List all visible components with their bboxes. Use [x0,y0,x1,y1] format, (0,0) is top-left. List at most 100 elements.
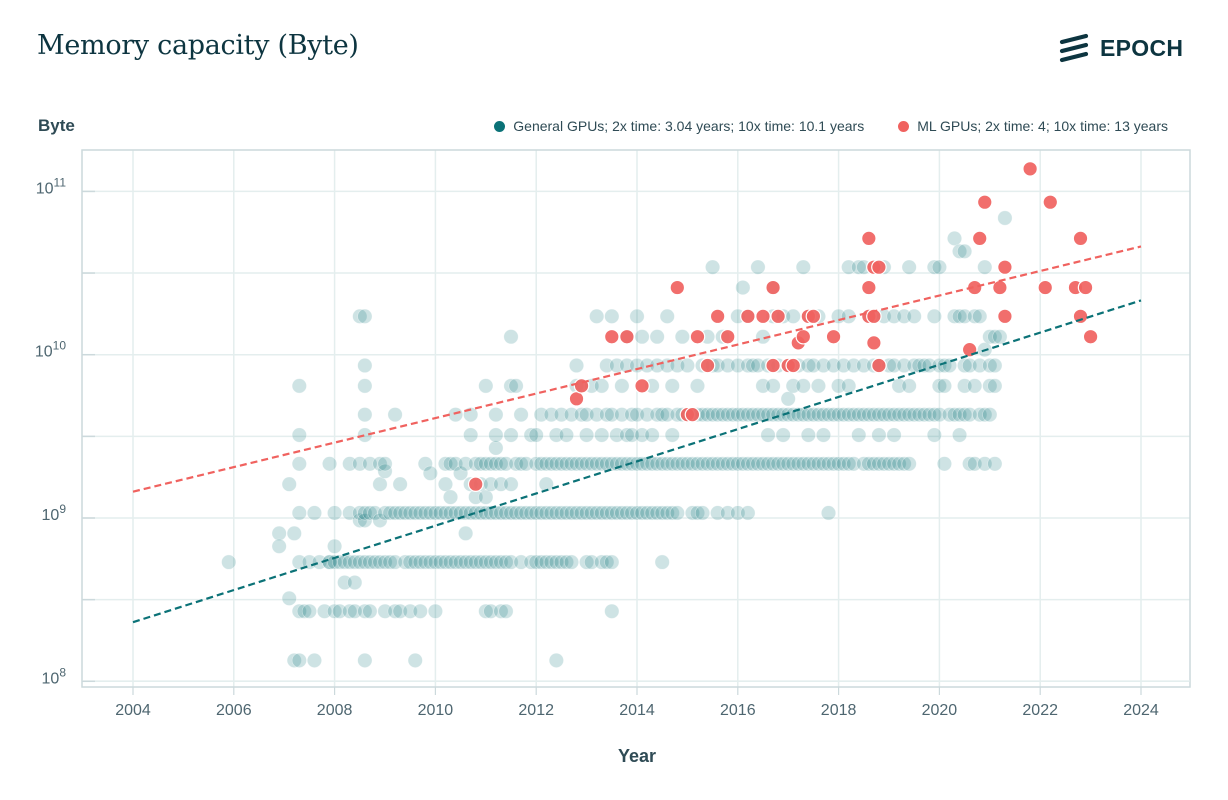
data-point-ml-gpu [1042,194,1059,210]
data-point-general-gpu [795,378,811,394]
data-point-general-gpu [936,357,952,373]
data-point-general-gpu [427,603,443,619]
data-point-ml-gpu [689,328,706,345]
data-point-general-gpu [463,427,479,443]
plot-border [81,149,1191,688]
data-point-general-gpu [750,259,766,275]
data-point-general-gpu [695,505,711,521]
data-point-general-gpu [327,603,343,619]
data-point-general-gpu [906,308,922,324]
x-tick-label: 2004 [115,702,151,719]
data-point-general-gpu [443,456,459,472]
data-point-general-gpu [926,308,942,324]
data-point-general-gpu [619,427,635,443]
data-point-ml-gpu [770,308,786,325]
data-point-general-gpu [417,456,433,472]
data-point-general-gpu [936,456,952,472]
legend-item-ml-gpus[interactable]: ML GPUs; 2x time: 4; 10x time: 13 years [898,118,1168,134]
data-point-general-gpu [977,407,993,423]
data-point-general-gpu [574,407,590,423]
data-point-general-gpu [589,308,605,324]
data-point-general-gpu [669,505,685,521]
data-point-general-gpu [301,603,317,619]
data-point-general-gpu [291,427,307,443]
data-point-general-gpu [594,378,610,394]
data-point-general-gpu [785,308,801,324]
y-tick-label: 108 [42,665,67,687]
data-point-general-gpu [634,329,650,345]
data-point-general-gpu [528,427,544,443]
data-point-general-gpu [271,525,287,541]
x-tick-label: 2020 [922,702,958,719]
data-point-ml-gpu [765,357,781,374]
data-point-general-gpu [448,407,464,423]
data-point-general-gpu [629,308,645,324]
data-point-general-gpu [800,357,816,373]
data-point-general-gpu [372,512,388,528]
data-point-general-gpu [221,554,237,570]
legend-item-general-gpus[interactable]: General GPUs; 2x time: 3.04 years; 10x t… [494,118,864,134]
data-point-general-gpu [654,554,670,570]
data-point-general-gpu [952,243,968,259]
data-point-general-gpu [992,329,1008,345]
data-point-ml-gpu [568,391,585,407]
data-point-general-gpu [926,259,942,275]
x-tick-label: 2018 [821,702,857,719]
data-point-general-gpu [352,308,368,324]
data-point-general-gpu [458,525,474,541]
y-tick-label: 1011 [36,175,67,197]
data-point-general-gpu [987,456,1003,472]
data-point-general-gpu [357,357,373,373]
data-point-general-gpu [901,378,917,394]
x-tick-label: 2016 [720,702,756,719]
legend: General GPUs; 2x time: 3.04 years; 10x t… [494,118,1168,134]
data-point-general-gpu [901,259,917,275]
data-point-general-gpu [558,554,574,570]
data-point-ml-gpu [467,476,484,492]
data-point-ml-gpu [795,328,812,345]
data-point-general-gpu [841,456,857,472]
data-point-ml-gpu [1072,308,1089,325]
data-point-general-gpu [957,243,973,259]
data-point-general-gpu [594,427,610,443]
data-point-general-gpu [347,575,363,591]
data-point-general-gpu [357,378,373,394]
data-point-general-gpu [286,652,302,668]
chart-title: Memory capacity (Byte) [37,30,359,61]
data-point-general-gpu [851,259,867,275]
data-point-general-gpu [306,652,322,668]
data-point-general-gpu [654,407,670,423]
data-point-general-gpu [952,308,968,324]
data-point-general-gpu [997,210,1013,226]
data-point-ml-gpu [1082,328,1099,345]
trend-lines [132,245,1142,624]
x-tick-label: 2010 [418,702,454,719]
data-point-general-gpu [765,378,781,394]
x-tick-label: 2008 [317,702,353,719]
data-point-ml-gpu [866,308,882,325]
data-point-ml-gpu [976,194,993,210]
data-point-general-gpu [957,357,973,373]
data-point-general-gpu [947,230,963,246]
data-point-general-gpu [936,378,952,394]
data-point-general-gpu [387,603,403,619]
data-point-general-gpu [579,554,595,570]
data-point-general-gpu [357,652,373,668]
y-tick-label: 1010 [35,339,66,361]
data-point-general-gpu [488,440,504,456]
data-point-general-gpu [548,652,564,668]
data-point-general-gpu [810,378,826,394]
data-point-general-gpu [705,259,721,275]
data-point-general-gpu [962,456,978,472]
data-point-general-gpu [286,525,302,541]
data-point-general-gpu [760,427,776,443]
data-point-ml-gpu [997,259,1013,275]
data-point-general-gpu [377,456,393,472]
data-point-ml-gpu [1022,161,1038,177]
data-point-general-gpu [926,407,942,423]
data-point-general-gpu [689,378,705,394]
data-point-general-gpu [422,465,438,481]
data-point-general-gpu [443,489,459,505]
data-point-general-gpu [322,456,338,472]
data-point-ml-gpu [669,279,686,296]
